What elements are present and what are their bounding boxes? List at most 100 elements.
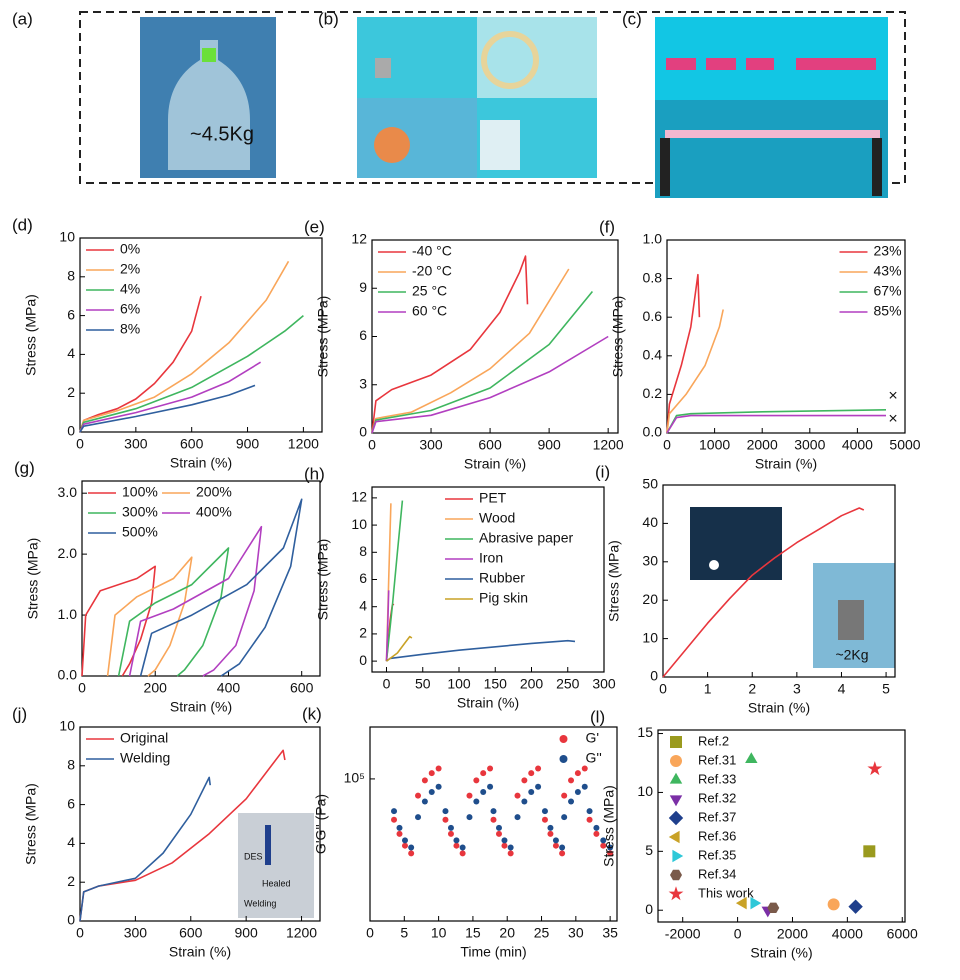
- data-point: [593, 830, 600, 837]
- data-point: [863, 845, 876, 858]
- data-point: [552, 842, 559, 849]
- x-axis-label: Time (min): [460, 944, 526, 960]
- data-point: [507, 850, 514, 857]
- data-point: [552, 837, 559, 844]
- legend-label: Ref.33: [698, 771, 736, 786]
- y-tick-label: 3.0: [58, 484, 78, 500]
- data-point: [535, 765, 542, 772]
- x-axis-label: Strain (%): [464, 456, 526, 472]
- series-line: [386, 635, 413, 662]
- x-tick-label: 0: [663, 437, 671, 453]
- y-tick-label: 4: [359, 597, 367, 613]
- data-point: [521, 798, 528, 805]
- legend-label: 8%: [120, 321, 140, 337]
- x-tick-label: 6000: [887, 926, 918, 942]
- x-tick-label: 300: [592, 676, 616, 692]
- x-tick-label: 1200: [593, 437, 624, 453]
- legend-swatch: [559, 755, 568, 763]
- data-point: [541, 808, 548, 815]
- legend-label: 4%: [120, 281, 140, 297]
- y-tick-label: 0.2: [643, 385, 663, 401]
- legend-swatch: [670, 755, 682, 767]
- y-axis-label: Stress (MPa): [315, 539, 331, 621]
- y-tick-label: 0.0: [58, 667, 78, 683]
- legend-label: 60 °C: [412, 303, 447, 319]
- data-point: [495, 824, 502, 831]
- x-tick-label: 250: [556, 676, 580, 692]
- x-tick-label: 600: [290, 680, 314, 696]
- panel-label: (f): [599, 217, 615, 236]
- legend-label: 400%: [196, 504, 232, 520]
- strip: [796, 58, 876, 70]
- x-tick-label: 5000: [889, 437, 920, 453]
- plot-frame: [81, 480, 321, 677]
- x-tick-label: 1000: [699, 437, 730, 453]
- strip: [706, 58, 736, 70]
- series-line: [385, 500, 404, 662]
- inset-photo: [238, 813, 314, 918]
- x-axis-label: Strain (%): [457, 695, 519, 711]
- y-tick-label: 0.6: [643, 308, 663, 324]
- series-line: [666, 273, 701, 434]
- series-line: [385, 590, 390, 662]
- data-point: [421, 798, 428, 805]
- data-point: [435, 765, 442, 772]
- data-point: [459, 844, 466, 851]
- data-point: [501, 837, 508, 844]
- strip: [746, 58, 774, 70]
- data-point: [442, 816, 449, 823]
- legend-label: -20 °C: [412, 263, 452, 279]
- data-point: [408, 850, 415, 857]
- panel-label: (i): [595, 462, 610, 481]
- photo-bg: [655, 100, 888, 198]
- y-tick-label: 6: [359, 570, 367, 586]
- data-point: [466, 792, 473, 799]
- y-tick-label: 40: [642, 514, 658, 530]
- panel-label: (k): [302, 704, 322, 723]
- data-point: [401, 837, 408, 844]
- data-point: [495, 830, 502, 837]
- y-axis-label: G'G'' (Pa): [313, 794, 329, 854]
- y-tick-label: 9: [359, 279, 367, 295]
- data-point: [561, 792, 568, 799]
- cap: [202, 48, 216, 62]
- legend-label: Ref.35: [698, 847, 736, 862]
- y-tick-label: 10: [351, 516, 367, 532]
- data-point: [453, 837, 460, 844]
- x-tick-label: 4: [838, 681, 846, 697]
- y-tick-label: 10: [59, 229, 75, 245]
- y-tick-label: 1.0: [643, 231, 663, 247]
- legend-label: Wood: [479, 510, 515, 526]
- strip: [666, 58, 696, 70]
- x-tick-label: -2000: [665, 926, 701, 942]
- x-tick-label: 300: [124, 925, 148, 941]
- data-point: [447, 830, 454, 837]
- panel-label: (g): [14, 458, 35, 477]
- photo-tile: [357, 17, 477, 98]
- data-point: [735, 896, 747, 910]
- inset-photo: [690, 507, 782, 580]
- y-axis-label: Stress (MPa): [601, 785, 617, 867]
- strip: [665, 130, 880, 138]
- y-tick-label: 0: [359, 652, 367, 668]
- data-point: [435, 783, 442, 790]
- x-tick-label: 2000: [747, 437, 778, 453]
- series-line: [666, 309, 724, 434]
- x-axis-label: Strain (%): [750, 945, 812, 961]
- x-tick-label: 150: [484, 676, 508, 692]
- x-tick-label: 200: [520, 676, 544, 692]
- data-point: [559, 850, 566, 857]
- y-axis-label: Stress (MPa): [25, 538, 41, 620]
- x-tick-label: 900: [234, 925, 258, 941]
- legend-swatch: [669, 772, 683, 784]
- data-point: [396, 824, 403, 831]
- panel-label: (e): [304, 217, 325, 236]
- glove: [265, 825, 271, 865]
- photo-b: [357, 17, 597, 178]
- x-axis-label: Strain (%): [169, 944, 231, 960]
- x-tick-label: 900: [537, 437, 561, 453]
- y-tick-label: 15: [637, 724, 653, 740]
- legend-swatch: [669, 795, 683, 807]
- y-axis-label: Stress (MPa): [315, 296, 331, 378]
- x-tick-label: 30: [568, 925, 584, 941]
